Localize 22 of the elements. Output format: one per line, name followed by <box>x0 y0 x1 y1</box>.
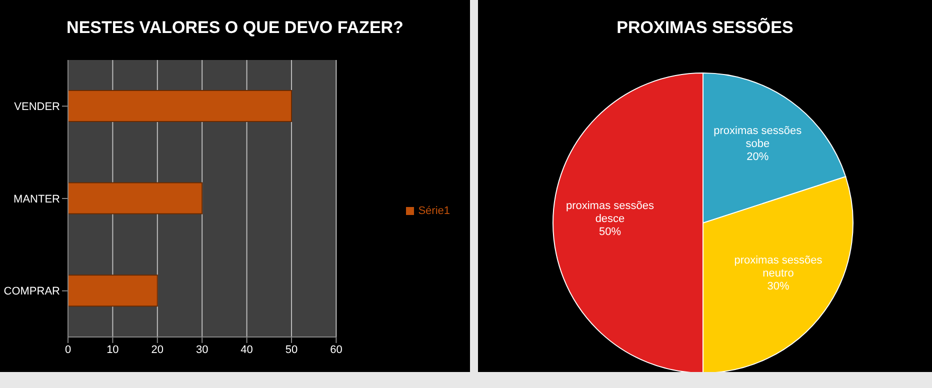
chart-title: NESTES VALORES O QUE DEVO FAZER? <box>66 18 404 38</box>
bar <box>68 274 158 307</box>
y-tick-label: MANTER <box>14 193 60 206</box>
x-tick-label: 0 <box>64 344 72 356</box>
x-tick-label: 20 <box>151 344 164 356</box>
x-tick-label: 30 <box>196 344 208 356</box>
y-tick-label: COMPRAR <box>4 286 60 298</box>
legend-label: Série1 <box>418 205 450 217</box>
data-label: 30% <box>767 280 790 293</box>
x-tick-label: 50 <box>285 344 298 356</box>
slice-label: proximas sessões sobe <box>714 124 802 150</box>
x-tick-label: 40 <box>240 344 253 356</box>
x-tick-label: 60 <box>330 344 342 356</box>
data-label: 20% <box>746 150 769 163</box>
bar <box>68 182 203 214</box>
y-tick-label: VENDER <box>14 101 60 114</box>
chart-title: PROXIMAS SESSÕES <box>616 18 794 38</box>
data-label: 50% <box>598 226 622 238</box>
x-tick-label: 10 <box>106 344 119 356</box>
slice-label: proximas sessões desce <box>566 200 655 225</box>
bar <box>68 90 292 122</box>
slice-label: proximas sessões neutro <box>734 254 823 280</box>
